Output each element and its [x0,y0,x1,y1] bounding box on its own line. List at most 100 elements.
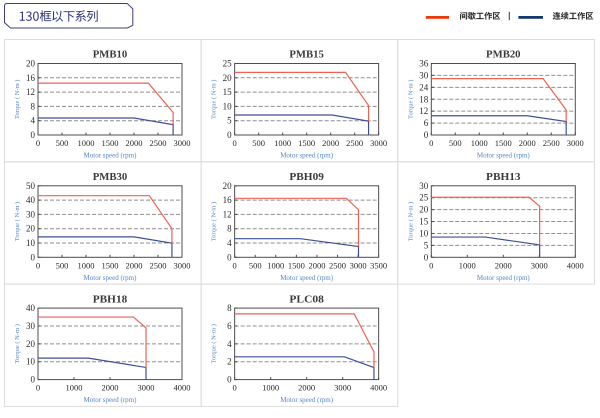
svg-text:500: 500 [56,138,69,148]
svg-text:10: 10 [223,101,233,111]
svg-text:6: 6 [424,118,429,128]
svg-text:0: 0 [227,375,232,385]
svg-text:1500: 1500 [495,138,512,148]
svg-text:20: 20 [223,181,233,191]
svg-text:2500: 2500 [346,138,363,148]
svg-text:500: 500 [449,138,462,148]
svg-text:Torque ( N-m ): Torque ( N-m ) [407,202,414,241]
svg-text:5: 5 [424,240,429,250]
svg-text:20: 20 [26,339,36,349]
svg-text:1000: 1000 [262,383,279,393]
svg-text:20: 20 [26,59,36,69]
svg-text:36: 36 [419,59,429,69]
svg-text:12: 12 [223,209,232,219]
svg-text:1000: 1000 [267,260,284,270]
svg-text:Motor speed (rpm): Motor speed (rpm) [280,152,334,160]
svg-text:2000: 2000 [322,138,339,148]
svg-text:20: 20 [26,224,36,234]
svg-text:4000: 4000 [567,260,584,270]
svg-text:1000: 1000 [78,138,95,148]
svg-text:0: 0 [36,260,40,270]
svg-text:0: 0 [424,252,429,262]
svg-text:0: 0 [31,252,36,262]
svg-text:1000: 1000 [471,138,488,148]
svg-text:0: 0 [429,138,433,148]
svg-text:0: 0 [233,383,237,393]
svg-text:10: 10 [26,357,36,367]
svg-text:0: 0 [36,383,40,393]
svg-text:0: 0 [36,138,40,148]
svg-text:0: 0 [227,130,232,140]
svg-text:1500: 1500 [288,260,305,270]
svg-text:0: 0 [424,130,429,140]
svg-text:500: 500 [252,138,265,148]
svg-text:12: 12 [419,106,428,116]
svg-text:PMB15: PMB15 [289,49,324,61]
svg-text:1500: 1500 [102,260,119,270]
svg-text:Motor speed (rpm): Motor speed (rpm) [477,274,531,282]
svg-text:20: 20 [419,205,429,215]
svg-text:PBH13: PBH13 [486,171,521,183]
svg-text:0: 0 [429,260,433,270]
svg-text:2000: 2000 [126,260,143,270]
svg-text:3000: 3000 [350,260,367,270]
svg-text:5: 5 [227,116,232,126]
svg-text:15: 15 [419,217,429,227]
svg-text:25: 25 [419,193,429,203]
svg-text:25: 25 [223,59,233,69]
svg-text:3000: 3000 [334,383,351,393]
svg-text:1500: 1500 [298,138,315,148]
svg-text:Torque ( N-m ): Torque ( N-m ) [14,80,21,119]
svg-text:3000: 3000 [174,138,191,148]
svg-text:1000: 1000 [274,138,291,148]
svg-text:16: 16 [26,73,36,83]
svg-text:3000: 3000 [531,260,548,270]
svg-text:2000: 2000 [298,383,315,393]
svg-text:Torque ( N-m ): Torque ( N-m ) [14,202,21,241]
svg-text:2500: 2500 [150,260,167,270]
svg-text:12: 12 [26,87,35,97]
svg-text:24: 24 [419,82,429,92]
svg-text:0: 0 [227,252,232,262]
svg-text:500: 500 [56,260,69,270]
svg-text:Torque ( N-m ): Torque ( N-m ) [407,80,414,119]
svg-text:1000: 1000 [459,260,476,270]
svg-text:10: 10 [26,238,36,248]
svg-text:Motor speed (rpm): Motor speed (rpm) [477,152,531,160]
svg-text:2500: 2500 [329,260,346,270]
svg-text:15: 15 [223,87,233,97]
svg-text:20: 20 [223,73,233,83]
svg-text:8: 8 [227,224,232,234]
svg-text:4: 4 [227,339,232,349]
svg-text:2000: 2000 [519,138,536,148]
svg-text:Torque ( N-m ): Torque ( N-m ) [211,202,218,241]
svg-text:Torque ( N-m ): Torque ( N-m ) [211,80,218,119]
svg-text:40: 40 [26,303,36,313]
svg-text:40: 40 [26,195,36,205]
svg-text:8: 8 [31,101,36,111]
svg-text:3000: 3000 [174,260,191,270]
svg-text:PMB30: PMB30 [93,171,128,183]
svg-text:0: 0 [233,260,237,270]
svg-text:2000: 2000 [102,383,119,393]
svg-text:Torque ( N-m ): Torque ( N-m ) [211,324,218,363]
svg-text:30: 30 [419,181,429,191]
svg-text:1000: 1000 [78,260,95,270]
svg-text:PBH09: PBH09 [289,171,324,183]
svg-text:10: 10 [419,228,429,238]
svg-text:0: 0 [31,375,36,385]
svg-text:Motor speed (rpm): Motor speed (rpm) [84,152,138,160]
svg-text:2: 2 [227,357,232,367]
svg-text:4: 4 [227,238,232,248]
svg-text:16: 16 [223,195,233,205]
svg-text:Motor speed (rpm): Motor speed (rpm) [280,274,334,282]
svg-text:2000: 2000 [308,260,325,270]
svg-text:1500: 1500 [102,138,119,148]
svg-text:4000: 4000 [174,383,191,393]
svg-text:Motor speed (rpm): Motor speed (rpm) [280,396,334,404]
svg-text:Motor speed (rpm): Motor speed (rpm) [84,274,138,282]
svg-text:30: 30 [26,209,36,219]
svg-text:PLC08: PLC08 [289,293,324,305]
svg-text:0: 0 [31,130,36,140]
svg-text:4: 4 [31,116,36,126]
